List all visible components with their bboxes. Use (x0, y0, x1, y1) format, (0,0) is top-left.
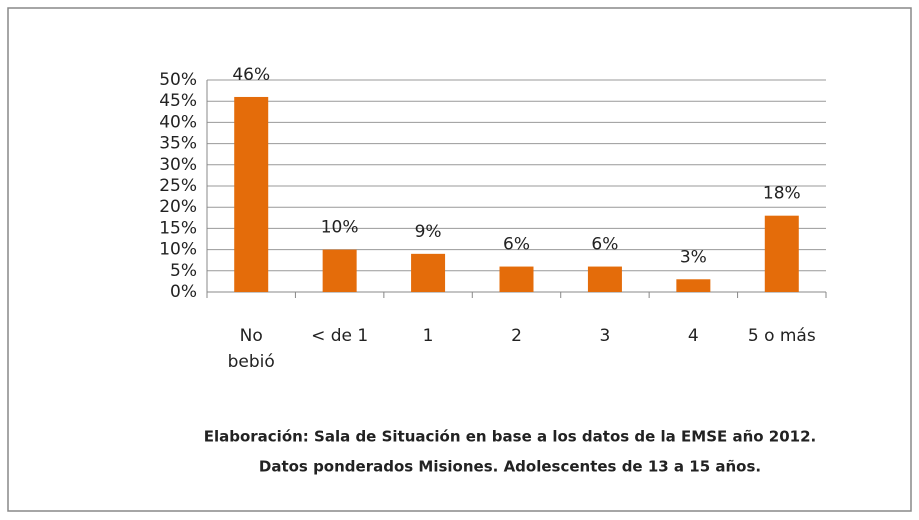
value-label: 3% (680, 247, 707, 267)
footnote: Datos ponderados Misiones. Adolescentes … (259, 458, 761, 476)
value-label: 6% (591, 235, 618, 255)
value-label: 10% (321, 218, 359, 238)
value-label: 9% (415, 222, 442, 242)
x-tick-label: 2 (511, 326, 522, 346)
bar (234, 96, 269, 293)
x-tick-label: 4 (687, 326, 699, 346)
y-tick-label: 0% (170, 282, 197, 302)
y-tick-label: 50% (159, 70, 197, 90)
bar (587, 266, 622, 292)
y-tick-label: 30% (159, 155, 197, 175)
y-tick-label: 10% (159, 240, 197, 260)
y-tick-label: 20% (159, 197, 197, 217)
bar (411, 253, 446, 292)
y-tick-label: 35% (159, 134, 197, 154)
bar (499, 266, 534, 292)
x-tick-label: 1 (422, 326, 434, 346)
y-tick-label: 45% (159, 91, 197, 111)
bar (764, 215, 799, 292)
y-tick-label: 25% (159, 176, 197, 196)
x-tick-label: < de 1 (311, 326, 369, 346)
bar (676, 279, 711, 292)
y-tick-label: 40% (159, 112, 197, 132)
bar (322, 249, 357, 292)
y-tick-label: 5% (170, 261, 197, 281)
x-tick-label: 3 (599, 326, 611, 346)
frame (7, 7, 912, 512)
value-label: 18% (763, 184, 801, 204)
value-label: 6% (503, 235, 530, 255)
y-tick-label: 15% (159, 218, 197, 238)
footnote: Elaboración: Sala de Situación en base a… (204, 428, 817, 446)
x-tick-label: 5 o más (747, 326, 816, 346)
value-label: 46% (232, 65, 270, 85)
x-tick-label: No bebió (227, 326, 275, 372)
